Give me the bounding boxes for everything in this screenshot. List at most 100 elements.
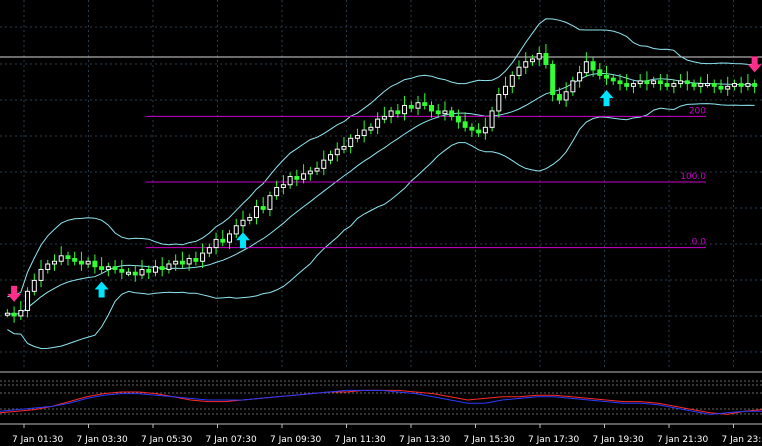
candle-body xyxy=(301,173,307,180)
candle-body xyxy=(294,176,300,180)
x-tick-label: 7 Jan 21:30 xyxy=(657,435,709,445)
candle-body xyxy=(186,258,192,265)
candle-body xyxy=(604,74,610,79)
candle-body xyxy=(368,126,374,131)
down-arrow-icon xyxy=(747,56,762,73)
candle-body xyxy=(550,63,556,96)
candles xyxy=(4,43,758,323)
candle-body xyxy=(354,135,360,139)
candle-body xyxy=(348,137,354,147)
candle-body xyxy=(166,263,172,270)
signal-arrows xyxy=(7,56,762,302)
candle-body xyxy=(321,159,327,169)
candle-body xyxy=(78,260,84,265)
osc-series-line xyxy=(0,389,762,415)
grid xyxy=(0,0,762,368)
candle-body xyxy=(509,74,515,87)
candle-body xyxy=(314,167,320,172)
candle-body xyxy=(435,110,441,115)
candle-body xyxy=(200,252,206,262)
candle-body xyxy=(381,115,387,120)
candle-body xyxy=(428,104,434,112)
candle-body xyxy=(65,255,71,260)
x-tick-label: 7 Jan 15:30 xyxy=(464,435,516,445)
candle-body xyxy=(630,83,636,87)
candle-body xyxy=(25,290,31,311)
candle-body xyxy=(45,263,51,270)
down-arrow-icon xyxy=(7,285,22,302)
candle-body xyxy=(752,83,758,87)
candle-body xyxy=(664,83,670,87)
candle-body xyxy=(152,266,158,273)
candle-body xyxy=(644,80,650,85)
candle-body xyxy=(85,260,91,265)
candle-body xyxy=(583,61,589,74)
candle-body xyxy=(213,238,219,249)
candle-body xyxy=(556,94,562,101)
candle-body xyxy=(328,154,334,161)
candle-body xyxy=(240,219,246,227)
up-arrow-icon xyxy=(94,281,109,298)
candle-body xyxy=(307,170,313,175)
candle-body xyxy=(657,80,663,85)
x-tick-label: 7 Jan 03:30 xyxy=(77,435,129,445)
candle-body xyxy=(395,110,401,115)
candle-body xyxy=(523,61,529,68)
candle-body xyxy=(4,312,10,316)
candle-body xyxy=(597,69,603,76)
candle-body xyxy=(247,217,253,221)
candle-body xyxy=(233,225,239,235)
candle-body xyxy=(462,121,468,128)
candle-body xyxy=(206,247,212,254)
x-tick-label: 7 Jan 17:30 xyxy=(528,435,580,445)
candle-body xyxy=(402,104,408,115)
candle-body xyxy=(112,266,118,270)
candle-body xyxy=(671,83,677,87)
candle-body xyxy=(388,110,394,117)
candle-body xyxy=(274,186,280,197)
candle-body xyxy=(179,260,185,265)
band-upper xyxy=(7,18,755,298)
candle-body xyxy=(731,83,737,87)
candle-body xyxy=(126,271,132,275)
candle-body xyxy=(698,83,704,87)
candle-body xyxy=(415,102,421,109)
candle-body xyxy=(705,83,711,87)
x-axis: 7 Jan 01:30 7 Jan 03:30 7 Jan 05:30 7 Jan 0… xyxy=(12,424,762,445)
x-tick-label: 7 Jan 19:30 xyxy=(593,435,645,445)
candle-body xyxy=(496,94,502,112)
candle-body xyxy=(577,72,583,82)
candle-body xyxy=(711,83,717,87)
candle-body xyxy=(408,104,414,109)
up-arrow-icon xyxy=(235,232,250,249)
candle-body xyxy=(146,268,152,273)
candle-body xyxy=(678,80,684,85)
candle-body xyxy=(375,118,381,128)
x-tick-label: 7 Jan 11:30 xyxy=(335,435,387,445)
candle-body xyxy=(536,53,542,60)
candle-body xyxy=(99,266,105,270)
candle-body xyxy=(651,80,657,85)
candle-body xyxy=(193,258,199,262)
candle-body xyxy=(738,83,744,87)
fib-level-label: 0.0 xyxy=(692,238,707,248)
candle-body xyxy=(51,260,57,265)
candle-body xyxy=(503,85,509,96)
candle-body xyxy=(267,195,273,210)
candle-body xyxy=(253,206,259,219)
candle-body xyxy=(455,115,461,123)
candle-body xyxy=(361,129,367,137)
candle-body xyxy=(220,238,226,243)
candle-body xyxy=(139,268,145,276)
fibonacci-levels: 200 100.0 0.0 xyxy=(146,106,707,249)
candle-body xyxy=(624,83,630,87)
candle-body xyxy=(610,77,616,82)
candle-body xyxy=(159,266,165,270)
candle-body xyxy=(11,312,17,317)
candle-body xyxy=(119,268,125,273)
candle-body xyxy=(287,176,293,186)
x-tick-label: 7 Jan 01:30 xyxy=(12,435,64,445)
candle-body xyxy=(227,233,233,243)
